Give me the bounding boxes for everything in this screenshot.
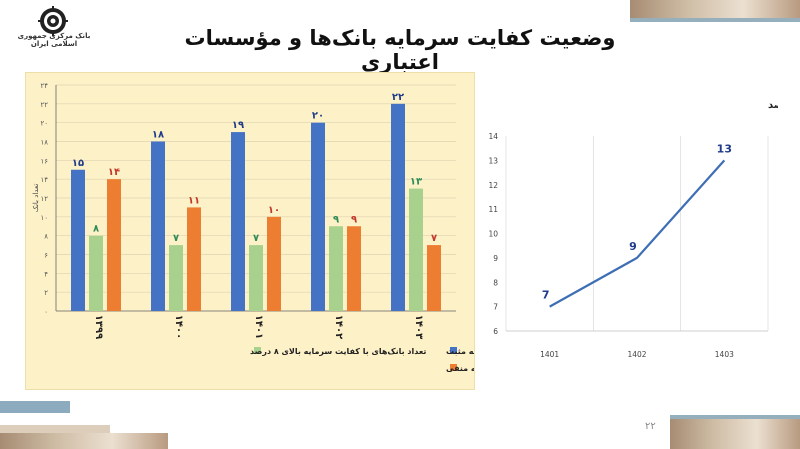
bar-data-label: ۹ <box>333 214 339 225</box>
bar-data-label: ۱۱ <box>188 195 200 206</box>
bar <box>427 245 441 311</box>
decorative-band-bottom-left-strip <box>0 401 70 413</box>
y-tick-label: ۲۰ <box>40 120 48 128</box>
line-chart-title: تعداد بانکهای با نسبت کفایت سرمایه بیش ا… <box>768 100 778 111</box>
bar <box>391 103 405 311</box>
bar <box>347 226 361 311</box>
bar <box>267 216 281 311</box>
y-tick-label: ۱۸ <box>40 139 48 147</box>
bar-data-label: ۱۳ <box>410 177 422 188</box>
legend-label: تعداد بانک‌های با کفایت سرمایه بالای ۸ د… <box>250 347 426 356</box>
bar-data-label: ۷ <box>431 233 437 244</box>
line-data-label: 9 <box>629 240 637 253</box>
decorative-band-bottom-left-light <box>0 425 110 433</box>
y-axis-label: تعداد بانک <box>32 184 40 213</box>
bar-chart-panel: ۰ ۲ ۴ ۶ ۸ ۱۰ ۱۲ ۱۴ ۱۶ ۱۸ ۲۰ ۲۲ ۲۴ تعداد بانک ۱۵ ۸ ۱۴ ۱۳۹۹… <box>25 72 475 390</box>
bar-data-label: ۲۲ <box>392 92 404 103</box>
line-chart: تعداد بانکهای با نسبت کفایت سرمایه بیش ا… <box>488 100 778 359</box>
y-tick-label: ۲۴ <box>40 82 48 90</box>
y-tick-label: ۸ <box>44 233 48 241</box>
bar <box>409 188 423 311</box>
line-data-label: 7 <box>542 289 550 302</box>
x-category-label: ۱۳۹۹ <box>93 315 104 339</box>
decorative-band-bottom-right <box>670 419 800 449</box>
bar <box>231 132 245 311</box>
y-tick-label: ۱۴ <box>40 176 48 184</box>
bar <box>71 169 85 311</box>
y-tick-label: 13 <box>488 156 498 165</box>
bar-data-label: ۷ <box>253 233 259 244</box>
bar <box>169 245 183 311</box>
bar-data-label: ۲۰ <box>312 111 324 122</box>
legend-label: تعداد بانک‌های با کفایت سرمایه مثبت <box>446 347 474 356</box>
x-category-label: ۱۴۰۰ <box>173 315 184 339</box>
y-tick-label: ۲۲ <box>40 101 48 109</box>
series-line <box>549 159 726 308</box>
y-tick-label: 12 <box>488 181 498 190</box>
legend-swatch <box>450 364 457 371</box>
bar-data-label: ۱۰ <box>268 205 280 216</box>
legend-swatch <box>254 347 261 354</box>
y-tick-label: 11 <box>488 205 498 214</box>
x-tick-label: 1403 <box>715 350 734 359</box>
bar-data-label: ۸ <box>93 224 99 235</box>
bar <box>329 226 343 311</box>
bar <box>89 235 103 311</box>
decorative-band-bottom-right-strip <box>670 415 800 419</box>
central-bank-emblem-icon <box>38 6 68 36</box>
bar <box>311 122 325 311</box>
y-tick-label: 8 <box>493 278 498 287</box>
legend-swatch <box>450 347 457 354</box>
y-tick-label: 9 <box>493 254 498 263</box>
x-tick-label: 1401 <box>540 350 559 359</box>
bar <box>249 245 263 311</box>
x-category-label: ۱۴۰۲ <box>333 315 344 339</box>
page-number: ۲۲ <box>645 421 656 432</box>
y-tick-label: 6 <box>493 327 498 336</box>
y-tick-label: ۱۶ <box>40 157 48 165</box>
org-name: بانک مرکزی جمهوری اسلامی ایران <box>17 32 91 48</box>
bar <box>187 207 201 311</box>
y-tick-label: 7 <box>493 303 498 312</box>
legend-label: تعداد بانک‌های با کفایت سرمایه منفی <box>446 364 474 373</box>
bar-data-label: ۱۵ <box>72 158 84 169</box>
bar-data-label: ۱۴ <box>108 167 120 178</box>
y-tick-label: ۱۲ <box>40 195 48 203</box>
decorative-band-top-right-strip <box>630 18 800 22</box>
decorative-band-bottom-left <box>0 433 168 449</box>
bar <box>151 141 165 311</box>
y-tick-label: ۲ <box>44 289 48 297</box>
bar-data-label: ۹ <box>351 214 357 225</box>
decorative-band-top-right <box>630 0 800 18</box>
bar <box>107 179 121 311</box>
bar-data-label: ۱۹ <box>232 120 244 131</box>
page-title: وضعیت کفایت سرمایه بانک‌ها و مؤسسات اعتب… <box>184 26 616 74</box>
x-category-label: ۱۴۰۳ <box>413 315 424 339</box>
line-data-label: 13 <box>717 142 732 155</box>
y-tick-label: ۱۰ <box>40 214 48 222</box>
y-tick-label: 14 <box>488 132 498 141</box>
y-tick-label: ۰ <box>44 308 48 316</box>
bar-data-label: ۱۸ <box>152 130 164 141</box>
bar-data-label: ۷ <box>173 233 179 244</box>
x-category-label: ۱۴۰۱ <box>253 315 264 339</box>
y-tick-label: 10 <box>488 230 498 239</box>
y-tick-label: ۴ <box>44 270 48 278</box>
y-tick-label: ۶ <box>44 252 48 260</box>
x-tick-label: 1402 <box>627 350 646 359</box>
